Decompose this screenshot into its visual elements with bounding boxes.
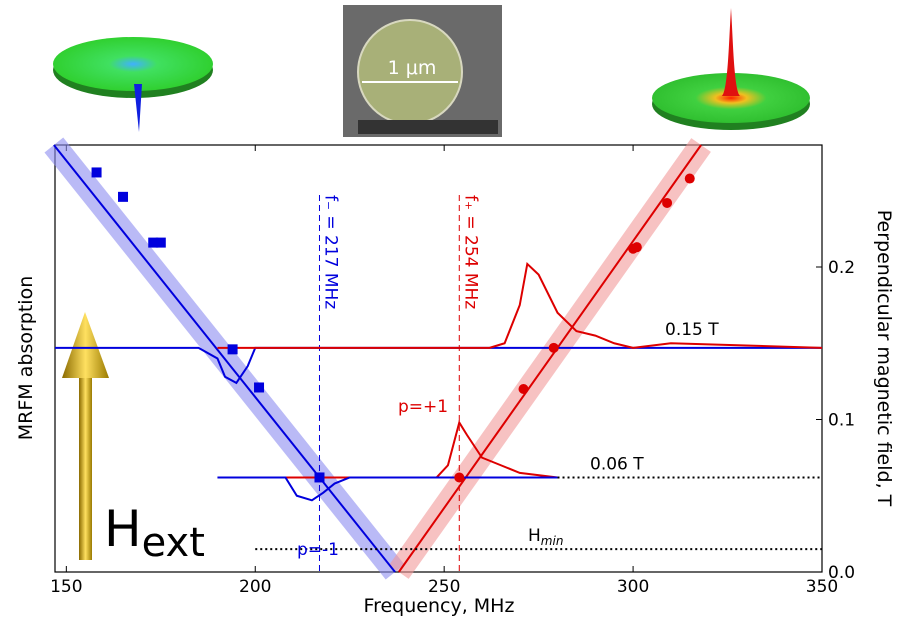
y-right-label: Perpendicular magnetic field, T: [873, 210, 895, 507]
point: [454, 472, 465, 483]
field-label-main: H: [104, 500, 142, 558]
fit-line: [53, 144, 396, 573]
y-tick-label: 0.2: [828, 258, 855, 278]
point: [631, 242, 642, 253]
annotation: p=-1: [297, 540, 339, 560]
point: [684, 173, 695, 184]
vline-label: f₋ = 217 MHz: [320, 195, 340, 309]
field-label: Hext: [104, 500, 205, 566]
hline-label-main: 0.06 T: [590, 454, 644, 474]
y-tick-label: 0.0: [828, 563, 855, 583]
x-tick-label: 250: [428, 577, 460, 597]
fit-line: [398, 144, 702, 573]
vline-label: f₊ = 254 MHz: [460, 195, 480, 309]
hline-label: Hmin: [528, 526, 563, 548]
spectrum: [217, 261, 823, 349]
point: [227, 344, 238, 355]
field-label-sub: ext: [142, 520, 205, 566]
spectrum: [55, 346, 822, 385]
y-tick-label: 0.1: [828, 411, 855, 431]
scale-label: 1 μm: [388, 57, 437, 79]
x-tick-label: 350: [806, 577, 838, 597]
point: [254, 382, 265, 393]
point: [662, 197, 673, 208]
point: [148, 237, 159, 248]
y-left-label: MRFM absorption: [15, 276, 37, 440]
spectrum: [217, 420, 558, 479]
field-arrow: [62, 312, 109, 560]
point: [91, 167, 102, 178]
x-tick-label: 200: [239, 577, 271, 597]
left-disk: [53, 37, 213, 132]
annotation: 0.15 T: [665, 320, 719, 340]
spectrum: [217, 476, 558, 502]
plot-frame: [54, 144, 823, 573]
right-disk: [652, 8, 810, 130]
hline-label: 0.06 T: [590, 454, 644, 474]
point: [118, 191, 129, 202]
point: [314, 472, 325, 483]
x-axis-label: Frequency, MHz: [364, 595, 515, 617]
point: [155, 237, 166, 248]
point: [518, 384, 529, 394]
point: [548, 342, 559, 353]
annotation: p=+1: [398, 397, 448, 417]
hline-label-main: H: [528, 526, 541, 546]
hline-label-sub: min: [541, 534, 564, 548]
x-tick-label: 300: [617, 577, 649, 597]
sem-image: 1 μm: [343, 5, 502, 137]
x-tick-label: 150: [50, 577, 82, 597]
